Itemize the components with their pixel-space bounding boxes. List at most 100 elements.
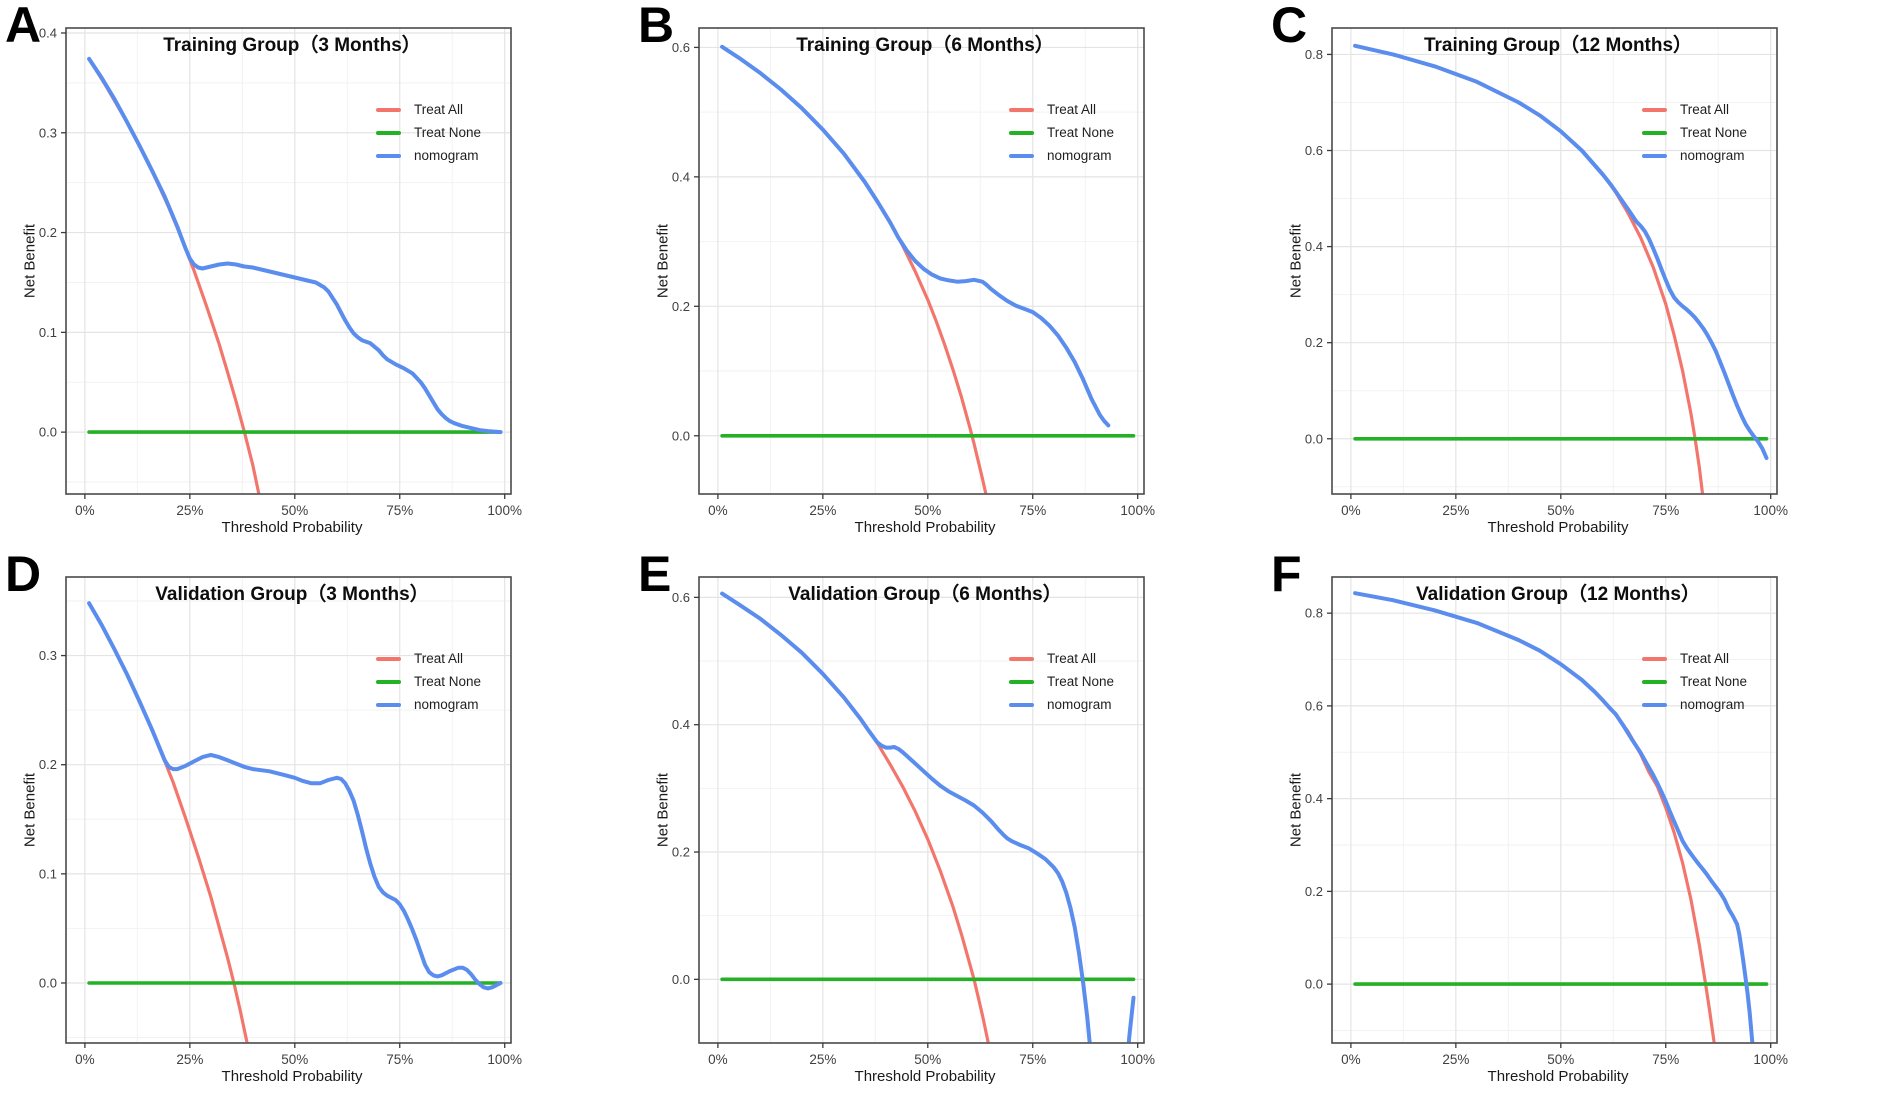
- y-tick-label: 0.2: [39, 757, 57, 772]
- legend-label: Treat None: [1680, 674, 1748, 689]
- y-tick-label: 0.0: [672, 428, 690, 443]
- legend-item-nomogram: nomogram: [376, 144, 481, 167]
- legend-label: Treat All: [414, 651, 464, 666]
- curves: [87, 601, 503, 1043]
- x-axis-label: Threshold Probability: [854, 1068, 996, 1085]
- curves: [87, 56, 503, 494]
- x-tick-label: 75%: [386, 1052, 413, 1067]
- legend-label: nomogram: [414, 697, 479, 712]
- x-axis-label: Threshold Probability: [1487, 1068, 1629, 1085]
- x-tick-label: 100%: [1753, 503, 1788, 518]
- legend-label: nomogram: [1047, 697, 1112, 712]
- y-tick-label: 0.2: [672, 845, 690, 860]
- legend-item-treat-none: Treat None: [1009, 670, 1114, 693]
- y-tick-label: 0.8: [1305, 606, 1323, 621]
- y-tick-label: 0.2: [1305, 884, 1323, 899]
- panel-border: [698, 27, 1145, 495]
- x-axis-label: Threshold Probability: [854, 519, 996, 536]
- x-tick-label: 50%: [1547, 1052, 1574, 1067]
- x-tick-label: 75%: [1652, 503, 1679, 518]
- x-tick-label: 100%: [1120, 1052, 1155, 1067]
- y-tick-label: 0.0: [39, 975, 57, 990]
- axis-ticks: 0.0 0.1 0.2 0.3 0.4 0% 25% 50% 75% 100%: [39, 25, 522, 518]
- treat-all-line-swatch: [1009, 656, 1034, 661]
- legend-item-treat-all: Treat All: [1642, 647, 1747, 670]
- grid: [66, 577, 511, 1043]
- treat-all-line-swatch: [376, 656, 401, 661]
- y-tick-label: 0.4: [39, 25, 57, 40]
- legend-item-treat-all: Treat All: [1642, 98, 1747, 121]
- legend-label: Treat All: [414, 102, 464, 117]
- axis-ticks: 0.0 0.2 0.4 0.6 0.8 0% 25% 50% 75% 100%: [1305, 47, 1788, 518]
- x-tick-label: 50%: [281, 1052, 308, 1067]
- x-tick-label: 100%: [487, 1052, 522, 1067]
- panel-border: [1331, 576, 1778, 1044]
- legend-item-treat-all: Treat All: [1009, 647, 1114, 670]
- y-tick-label: 0.6: [672, 590, 690, 605]
- grid: [1332, 28, 1777, 494]
- x-tick-label: 0%: [1341, 1052, 1361, 1067]
- plot-title: Validation Group（6 Months）: [788, 584, 1062, 605]
- legend-label: Treat All: [1680, 651, 1730, 666]
- y-tick-label: 0.8: [1305, 47, 1323, 62]
- x-tick-label: 25%: [809, 503, 836, 518]
- y-tick-label: 0.2: [672, 299, 690, 314]
- legend-label: nomogram: [1680, 697, 1745, 712]
- y-axis-label: Net Benefit: [1287, 772, 1305, 848]
- x-tick-label: 75%: [1652, 1052, 1679, 1067]
- treat-none-line-swatch: [376, 679, 401, 684]
- nomogram-line-swatch: [376, 702, 401, 707]
- x-tick-label: 0%: [708, 1052, 728, 1067]
- legend-label: Treat All: [1047, 102, 1097, 117]
- axis-ticks: 0.0 0.2 0.4 0.6 0% 25% 50% 75% 100%: [672, 590, 1155, 1067]
- x-tick-label: 50%: [281, 503, 308, 518]
- x-tick-label: 25%: [1442, 503, 1469, 518]
- panel-border: [698, 576, 1145, 1044]
- nomogram-curve: [87, 56, 503, 435]
- nomogram-line-swatch: [1009, 153, 1034, 158]
- nomogram-line-swatch: [1642, 702, 1667, 707]
- panel-B: 0.0 0.2 0.4 0.6 0% 25% 50% 75% 100% B Training G…: [633, 0, 1266, 548]
- treat-none-line-swatch: [1642, 679, 1667, 684]
- legend-item-treat-all: Treat All: [1009, 98, 1114, 121]
- y-tick-label: 0.3: [39, 125, 57, 140]
- treat-none-line-swatch: [1009, 130, 1034, 135]
- panel-letter: E: [638, 546, 671, 602]
- y-tick-label: 0.6: [1305, 698, 1323, 713]
- x-tick-label: 75%: [1019, 503, 1046, 518]
- panel-E: 0.0 0.2 0.4 0.6 0% 25% 50% 75% 100% E Validation…: [633, 546, 1266, 1097]
- y-tick-label: 0.0: [39, 425, 57, 440]
- legend-item-nomogram: nomogram: [1642, 693, 1747, 716]
- x-tick-label: 25%: [809, 1052, 836, 1067]
- plot-title: Validation Group（12 Months）: [1416, 584, 1700, 605]
- nomogram-curve: [1353, 591, 1755, 1043]
- legend-item-nomogram: nomogram: [1009, 693, 1114, 716]
- y-tick-label: 0.2: [39, 225, 57, 240]
- dca-plot-svg-F: 0.0 0.2 0.4 0.6 0.8 0% 25% 50% 75% 100%: [1305, 576, 1788, 1067]
- treat-none-line-swatch: [1642, 130, 1667, 135]
- nomogram-line-swatch: [1642, 153, 1667, 158]
- y-tick-label: 0.4: [1305, 791, 1323, 806]
- x-tick-label: 100%: [487, 503, 522, 518]
- legend-label: Treat None: [1047, 125, 1115, 140]
- y-tick-label: 0.1: [39, 866, 57, 881]
- legend-item-treat-all: Treat All: [376, 647, 481, 670]
- x-tick-label: 0%: [708, 503, 728, 518]
- legend-label: nomogram: [1047, 148, 1112, 163]
- treat-all-curve: [87, 601, 249, 1043]
- nomogram-line-swatch: [376, 153, 401, 158]
- x-tick-label: 0%: [75, 1052, 95, 1067]
- legend: Treat All Treat None nomogram: [1009, 647, 1114, 716]
- y-axis-label: Net Benefit: [21, 223, 39, 299]
- axis-ticks: 0.0 0.2 0.4 0.6 0% 25% 50% 75% 100%: [672, 40, 1155, 518]
- legend: Treat All Treat None nomogram: [1642, 98, 1747, 167]
- y-axis-label: Net Benefit: [654, 223, 672, 299]
- legend-label: Treat All: [1047, 651, 1097, 666]
- legend-item-nomogram: nomogram: [1009, 144, 1114, 167]
- legend-label: nomogram: [414, 148, 479, 163]
- x-tick-label: 25%: [1442, 1052, 1469, 1067]
- dca-plot-svg-A: 0.0 0.1 0.2 0.3 0.4 0% 25% 50% 75% 100%: [39, 25, 522, 518]
- y-tick-label: 0.0: [1305, 431, 1323, 446]
- legend-item-treat-none: Treat None: [1009, 121, 1114, 144]
- plot-title: Validation Group（3 Months）: [155, 584, 429, 605]
